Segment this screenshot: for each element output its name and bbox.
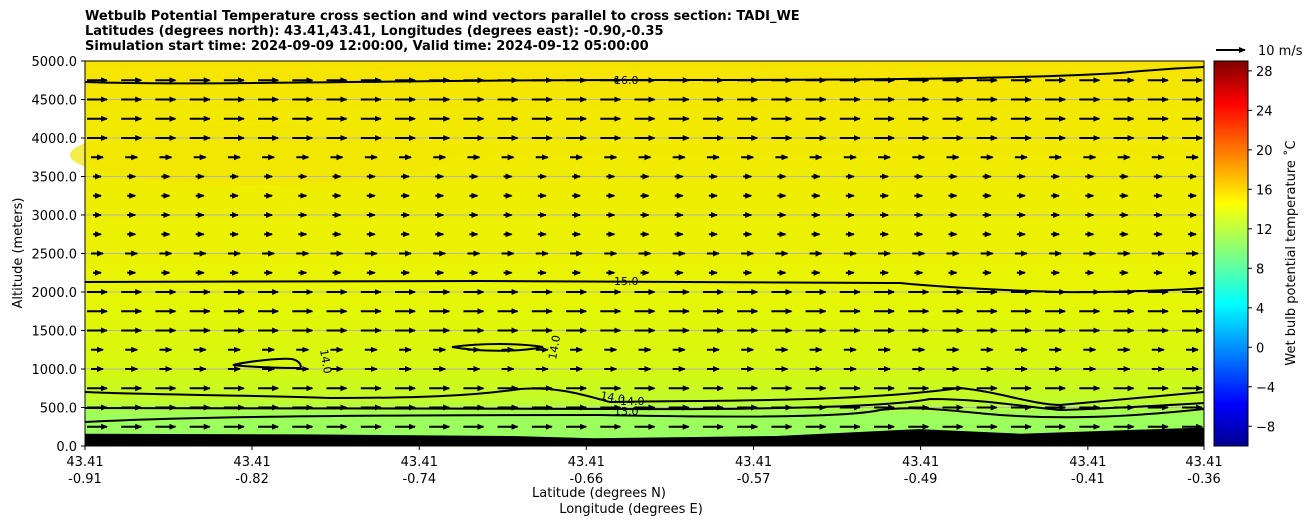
title-line-3: Simulation start time: 2024-09-09 12:00:… [85, 39, 649, 54]
y-tick-label: 0.0 [56, 440, 77, 455]
colorbar-tick-label: 8 [1256, 262, 1264, 277]
x-tick-lat: 43.41 [1185, 455, 1222, 470]
y-axis: 0.0 500.0 1000.0 1500.0 2000.0 2500.0 3000.0 35… [32, 55, 85, 455]
colorbar-tick-label: 28 [1256, 65, 1273, 80]
x-tick-lat: 43.41 [902, 455, 939, 470]
chart-title: Wetbulb Potential Temperature cross sect… [85, 9, 800, 54]
y-tick-label: 2500.0 [32, 248, 78, 263]
colorbar-label: Wet bulb potential temperature ˚C [1283, 140, 1299, 365]
vector-key-label: 10 m/s [1258, 44, 1303, 59]
title-line-2: Latitudes (degrees north): 43.41,43.41, … [85, 24, 664, 39]
x-tick-lat: 43.41 [233, 455, 270, 470]
colorbar-tick-label: 24 [1256, 104, 1273, 119]
colorbar-tick-label: 4 [1256, 302, 1264, 317]
contour-label: 15.0 [614, 275, 639, 288]
x-axis-label-lat: Latitude (degrees N) [532, 486, 666, 501]
colorbar-tick-label: −4 [1256, 381, 1275, 396]
y-tick-label: 4000.0 [32, 132, 78, 147]
x-tick-lat: 43.41 [735, 455, 772, 470]
colorbar-tick-label: 0 [1256, 341, 1264, 356]
y-tick-label: 4500.0 [32, 94, 78, 109]
x-tick-lon: -0.82 [235, 472, 269, 487]
contour-16 [84, 66, 1205, 85]
contour-label: 14.0 [546, 334, 563, 360]
x-tick-lon: -0.74 [402, 472, 436, 487]
field-patch [70, 125, 450, 185]
colorbar-tick-label: 12 [1256, 223, 1273, 238]
contour-label: 14.0 [620, 395, 645, 408]
x-tick-lat: 43.41 [401, 455, 438, 470]
contour-13 [84, 407, 1205, 423]
x-tick-lon: -0.41 [1071, 472, 1105, 487]
x-tick-lon: -0.36 [1187, 472, 1221, 487]
vector-key: 10 m/s [1216, 44, 1303, 59]
y-tick-label: 3000.0 [32, 209, 78, 224]
colorbar [1213, 60, 1249, 447]
x-tick-lat: 43.41 [568, 455, 605, 470]
y-tick-label: 3500.0 [32, 171, 78, 186]
x-axis-label-lon: Longitude (degrees E) [559, 502, 703, 517]
colorbar-tick-label: 16 [1256, 183, 1273, 198]
wind-vectors [87, 77, 1203, 430]
contour-label: 14.0 [317, 348, 334, 374]
y-tick-label: 500.0 [40, 402, 77, 417]
y-tick-label: 1000.0 [32, 363, 78, 378]
contour-label: 14.0 [599, 389, 625, 406]
contour-14-loop-left [232, 357, 302, 370]
y-tick-label: 2000.0 [32, 286, 78, 301]
y-tick-label: 5000.0 [32, 55, 78, 70]
title-line-1: Wetbulb Potential Temperature cross sect… [85, 9, 800, 24]
x-tick-lon: -0.57 [737, 472, 771, 487]
colorbar-ticks: −8 −4 0 4 8 12 16 20 24 28 [1248, 65, 1275, 435]
x-tick-lon: -0.66 [569, 472, 603, 487]
x-tick-lon: -0.49 [904, 472, 938, 487]
x-tick-lat: 43.41 [66, 455, 103, 470]
colorbar-tick-label: 20 [1256, 144, 1273, 159]
colorbar-tick-label: −8 [1256, 420, 1275, 435]
x-tick-lat: 43.41 [1069, 455, 1106, 470]
x-axis: 43.41 -0.91 43.41 -0.82 43.41 -0.74 43.41 -0.66… [66, 446, 1223, 487]
x-tick-lon: -0.91 [68, 472, 102, 487]
terrain [85, 427, 1204, 446]
y-axis-label: Altitude (meters) [11, 198, 26, 309]
y-tick-label: 1500.0 [32, 325, 78, 340]
